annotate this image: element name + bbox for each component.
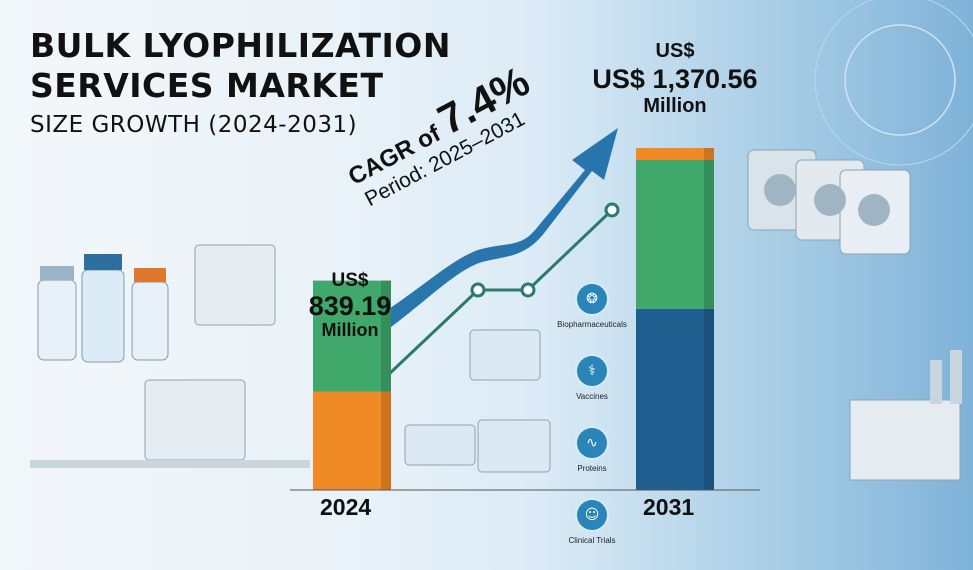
segment-item: ⚕ Vaccines — [548, 354, 636, 412]
bar-2024 — [313, 280, 391, 490]
dna-icon: ❂ — [575, 282, 609, 316]
trend-dot — [604, 202, 620, 218]
segment-label: Clinical Trials — [568, 536, 616, 545]
segment-item: ∿ Proteins — [548, 426, 636, 484]
segment-list: ❂ Biopharmaceuticals ⚕ Vaccines ∿ Protei… — [548, 282, 636, 570]
title-line-1: BULK LYOPHILIZATION — [30, 26, 451, 65]
trend-line — [386, 208, 614, 377]
bar-segment-middle — [636, 160, 714, 309]
bar-segment-top — [313, 280, 391, 392]
vial-trays-illustration — [404, 329, 551, 473]
value-unit: Million — [643, 95, 707, 117]
title-subtitle: SIZE GROWTH (2024-2031) — [30, 112, 358, 138]
bar-segment-top — [636, 148, 714, 160]
bar-segment-bottom — [636, 308, 714, 490]
lab-background-illustration — [30, 244, 310, 468]
value-label-2024: US$ 839.19 Million — [300, 270, 400, 341]
trend-dot — [520, 282, 536, 298]
protein-icon: ∿ — [575, 426, 609, 460]
bar-segment-bottom — [313, 391, 391, 490]
growth-arrow — [372, 128, 618, 334]
bars-group — [313, 148, 714, 490]
value-label-2031: US$ US$ 1,370.56 Million — [565, 40, 785, 118]
value-amount: 1,370.56 — [652, 64, 758, 94]
title-line-2: SERVICES MARKET — [30, 66, 384, 105]
segment-label: Proteins — [577, 464, 607, 473]
bar-2031 — [636, 148, 714, 490]
value-amount: 839.19 — [308, 291, 392, 321]
segment-label: Biopharmaceuticals — [557, 320, 627, 329]
bar-shade — [704, 148, 714, 490]
segment-label: Vaccines — [576, 392, 608, 401]
industrial-background-illustration — [747, 0, 973, 481]
syringe-icon: ⚕ — [575, 354, 609, 388]
title-block: BULK LYOPHILIZATION SERVICES MARKET SIZE… — [30, 26, 451, 138]
doctor-icon: ☺ — [575, 498, 609, 532]
currency-prefix: US$ — [592, 64, 645, 94]
segment-item: ☺ Clinical Trials — [548, 498, 636, 556]
x-tick-label: 2024 — [320, 494, 372, 520]
segment-item: ❂ Biopharmaceuticals — [548, 282, 636, 340]
bar-shade — [381, 280, 391, 490]
currency-label: US$ — [331, 270, 369, 291]
value-amount-line: US$ 1,370.56 — [565, 63, 785, 95]
currency-label: US$ — [655, 40, 695, 62]
value-unit: Million — [321, 320, 379, 340]
chart-canvas — [30, 0, 973, 491]
trend-dot — [470, 282, 486, 298]
x-tick-label: 2031 — [643, 494, 695, 520]
